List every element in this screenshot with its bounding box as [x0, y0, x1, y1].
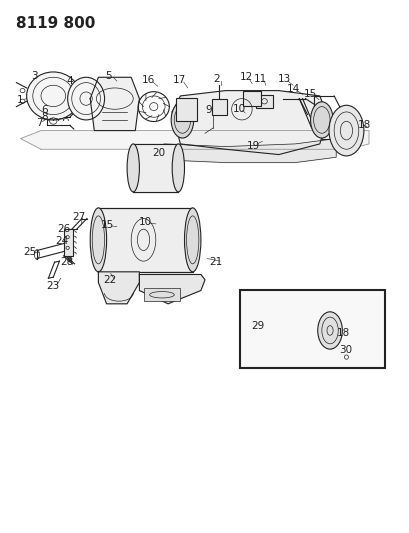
- Text: 19: 19: [246, 141, 259, 150]
- Polygon shape: [98, 272, 139, 304]
- Text: 28: 28: [60, 257, 73, 266]
- Text: 10: 10: [232, 104, 245, 114]
- Text: 1: 1: [16, 95, 23, 105]
- Text: 8119 800: 8119 800: [16, 16, 96, 31]
- Text: 24: 24: [55, 236, 68, 246]
- Polygon shape: [172, 91, 327, 155]
- Ellipse shape: [328, 106, 363, 156]
- Text: 21: 21: [209, 257, 222, 267]
- Text: 9: 9: [205, 106, 212, 115]
- Text: 15: 15: [101, 220, 114, 230]
- Text: 25: 25: [23, 247, 36, 256]
- Text: 30: 30: [338, 345, 351, 354]
- Text: 23: 23: [47, 281, 60, 290]
- Text: 18: 18: [357, 120, 370, 130]
- Bar: [243, 91, 261, 106]
- Text: 17: 17: [173, 76, 186, 85]
- Text: 7: 7: [36, 118, 42, 127]
- Text: 29: 29: [250, 321, 263, 331]
- Bar: [133, 144, 178, 192]
- Polygon shape: [20, 131, 368, 149]
- Bar: [211, 99, 226, 115]
- Ellipse shape: [317, 312, 342, 349]
- Text: 3: 3: [31, 71, 38, 81]
- Ellipse shape: [171, 102, 193, 138]
- Text: 26: 26: [57, 224, 70, 234]
- Bar: [143, 288, 180, 301]
- Text: 18: 18: [336, 328, 349, 338]
- Text: 20: 20: [152, 148, 165, 158]
- Ellipse shape: [184, 208, 200, 272]
- Bar: [98, 208, 192, 272]
- Ellipse shape: [27, 72, 80, 120]
- Bar: [63, 229, 72, 256]
- Polygon shape: [139, 274, 204, 304]
- Text: 8: 8: [41, 112, 47, 122]
- Bar: [176, 98, 196, 121]
- Text: 14: 14: [286, 84, 299, 94]
- Bar: [256, 95, 272, 108]
- Ellipse shape: [310, 102, 332, 138]
- Text: 5: 5: [105, 71, 112, 80]
- Bar: [239, 290, 384, 368]
- Text: 22: 22: [103, 276, 116, 285]
- Ellipse shape: [67, 77, 104, 120]
- Text: 11: 11: [254, 75, 267, 84]
- Text: 6: 6: [41, 106, 47, 115]
- Text: 2: 2: [213, 75, 219, 84]
- Text: 10: 10: [139, 217, 152, 227]
- Text: 12: 12: [239, 72, 252, 82]
- Text: 27: 27: [72, 213, 85, 222]
- Ellipse shape: [90, 208, 106, 272]
- Ellipse shape: [172, 144, 184, 192]
- Polygon shape: [155, 139, 335, 163]
- Text: 15: 15: [303, 90, 316, 99]
- Text: 13: 13: [277, 74, 290, 84]
- Polygon shape: [90, 77, 139, 131]
- Text: 4: 4: [66, 76, 73, 86]
- Ellipse shape: [127, 144, 139, 192]
- Text: 16: 16: [142, 76, 155, 85]
